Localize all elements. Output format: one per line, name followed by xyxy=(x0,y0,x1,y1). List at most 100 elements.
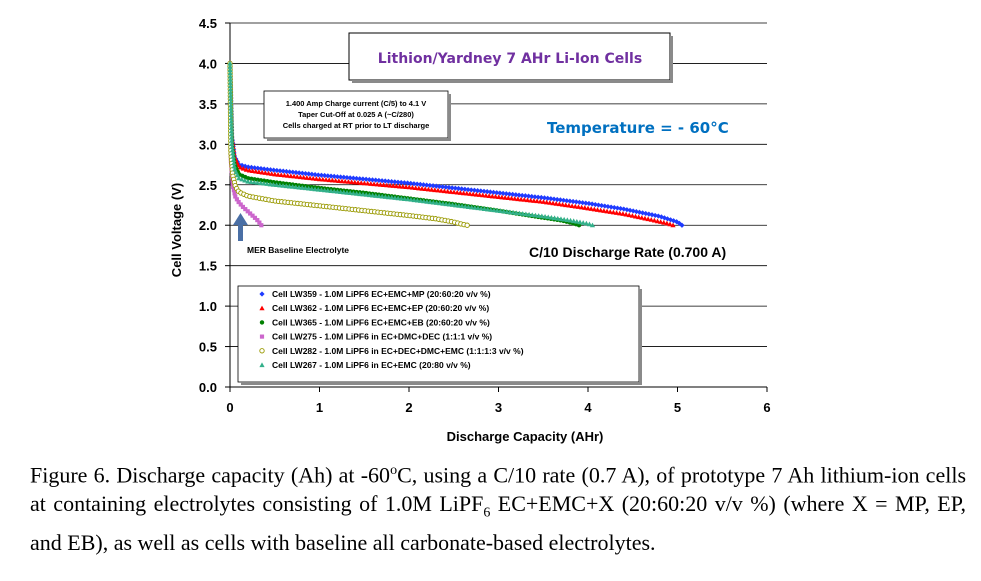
data-point xyxy=(338,189,344,195)
data-point xyxy=(443,184,449,190)
data-point xyxy=(519,192,525,199)
y-tick-label: 1.0 xyxy=(199,299,217,314)
data-point xyxy=(513,210,519,215)
data-point xyxy=(252,215,258,220)
data-point xyxy=(544,199,550,205)
data-point xyxy=(236,199,241,205)
data-point xyxy=(234,197,239,202)
baseline-arrow-icon xyxy=(233,213,248,241)
data-point xyxy=(229,141,235,146)
data-point xyxy=(594,207,601,212)
data-point xyxy=(267,181,273,187)
data-point xyxy=(624,207,630,213)
data-point xyxy=(248,211,253,216)
data-point xyxy=(555,215,561,221)
data-point xyxy=(228,115,234,121)
data-point xyxy=(438,188,444,193)
legend-marker xyxy=(259,348,265,354)
data-point xyxy=(574,218,580,224)
x-tick-label: 4 xyxy=(584,400,592,415)
data-point xyxy=(277,182,283,188)
data-point xyxy=(563,202,569,208)
data-point xyxy=(306,185,312,191)
data-point xyxy=(505,195,511,201)
legend-marker xyxy=(259,334,265,339)
data-point xyxy=(490,189,497,195)
data-point xyxy=(453,202,459,208)
legend-label: Cell LW275 - 1.0M LiPF6 in EC+DMC+DEC (1… xyxy=(272,332,492,342)
data-point xyxy=(334,174,341,180)
data-point xyxy=(480,192,486,198)
data-point xyxy=(432,187,438,193)
data-point xyxy=(360,191,366,197)
data-point xyxy=(397,183,403,189)
data-point xyxy=(585,205,591,211)
data-point xyxy=(569,203,575,209)
data-point xyxy=(309,171,315,177)
data-point xyxy=(228,128,235,134)
data-point xyxy=(341,189,347,195)
data-point xyxy=(232,191,237,196)
data-point xyxy=(326,177,332,183)
data-point xyxy=(499,194,505,200)
data-point xyxy=(409,184,416,190)
data-point xyxy=(376,193,382,199)
data-point xyxy=(620,211,626,216)
data-point xyxy=(229,144,235,150)
data-point xyxy=(550,200,556,206)
y-tick-labels: 0.0 0.5 1.0 1.5 2.0 2.5 3.0 3.5 4.0 4.5 xyxy=(199,16,217,395)
x-tick-label: 0 xyxy=(226,400,233,415)
data-point xyxy=(271,167,277,173)
data-point xyxy=(398,195,404,201)
data-point xyxy=(478,205,484,211)
data-point xyxy=(648,217,654,222)
data-point xyxy=(230,157,237,162)
data-point xyxy=(403,184,409,190)
data-point xyxy=(564,217,570,223)
data-point xyxy=(228,112,234,117)
data-point xyxy=(508,195,515,201)
data-point xyxy=(516,210,523,216)
data-point xyxy=(446,201,452,207)
legend-label: Cell LW362 - 1.0M LiPF6 EC+EMC+EP (20:60… xyxy=(272,303,489,313)
data-point xyxy=(494,207,500,213)
charge-note-line-3: Cells charged at RT prior to LT discharg… xyxy=(283,121,430,130)
data-point xyxy=(617,210,623,216)
data-point xyxy=(459,186,465,192)
data-point xyxy=(547,200,553,205)
data-point xyxy=(523,211,529,217)
data-point xyxy=(576,199,583,205)
data-point xyxy=(227,76,233,82)
data-point xyxy=(632,213,639,219)
data-point xyxy=(462,203,468,209)
data-point xyxy=(228,125,235,130)
data-point xyxy=(489,193,495,199)
data-point xyxy=(484,189,490,195)
data-point xyxy=(459,203,465,209)
data-point xyxy=(548,196,554,202)
data-point xyxy=(456,203,462,208)
data-point xyxy=(228,93,234,98)
data-point xyxy=(551,196,557,202)
data-point xyxy=(283,168,290,175)
data-point xyxy=(255,165,261,171)
data-point xyxy=(504,209,510,214)
data-point xyxy=(240,165,246,171)
data-point xyxy=(229,138,235,143)
data-point xyxy=(470,191,476,197)
data-point xyxy=(385,194,392,200)
data-point xyxy=(307,175,313,181)
data-point xyxy=(645,216,651,222)
data-point xyxy=(506,191,513,197)
data-point xyxy=(293,184,299,190)
data-point xyxy=(419,186,425,191)
data-point xyxy=(500,208,507,214)
data-point xyxy=(414,181,420,187)
data-point xyxy=(290,184,296,189)
data-point xyxy=(627,207,633,213)
data-point xyxy=(532,212,539,218)
data-point xyxy=(580,200,586,206)
data-point xyxy=(595,202,602,208)
data-point xyxy=(564,198,570,204)
data-point xyxy=(251,179,257,185)
